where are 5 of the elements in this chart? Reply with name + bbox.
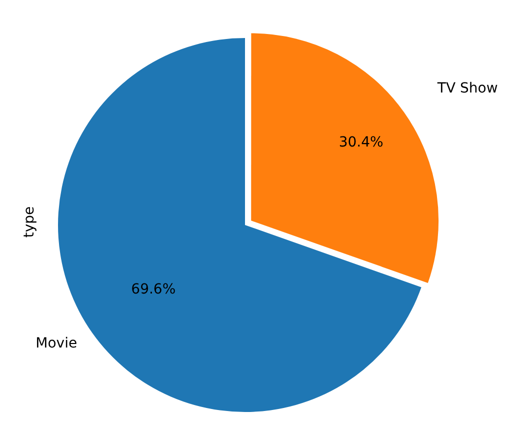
slice-label: TV Show (436, 80, 498, 97)
data-label: 69.6% (131, 281, 176, 298)
slice-label: Movie (36, 335, 78, 352)
text: type (22, 206, 38, 238)
data-label: 30.4% (338, 134, 384, 151)
